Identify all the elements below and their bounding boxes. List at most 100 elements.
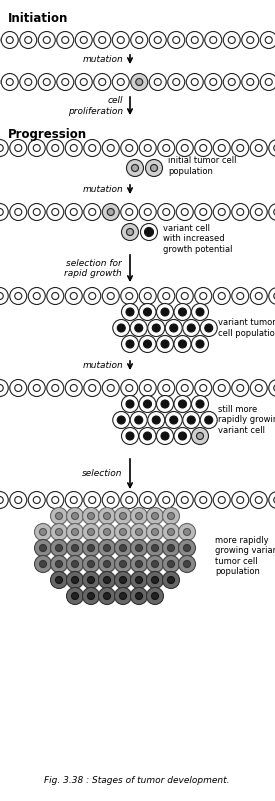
Circle shape	[107, 292, 114, 300]
Circle shape	[0, 203, 8, 220]
Circle shape	[163, 384, 170, 392]
Circle shape	[43, 37, 50, 43]
Circle shape	[191, 78, 198, 86]
Circle shape	[126, 208, 133, 215]
Circle shape	[52, 497, 59, 504]
Circle shape	[87, 545, 95, 552]
Circle shape	[218, 144, 225, 151]
Circle shape	[57, 31, 74, 49]
Circle shape	[255, 292, 262, 300]
Circle shape	[82, 540, 100, 557]
Circle shape	[163, 540, 180, 557]
Circle shape	[242, 31, 259, 49]
Circle shape	[0, 139, 8, 156]
Circle shape	[47, 139, 64, 156]
Circle shape	[117, 324, 125, 332]
Circle shape	[40, 529, 46, 536]
Circle shape	[131, 164, 139, 171]
Circle shape	[183, 320, 200, 336]
Circle shape	[223, 31, 240, 49]
Circle shape	[84, 380, 101, 396]
Circle shape	[84, 288, 101, 304]
Circle shape	[274, 144, 275, 151]
Circle shape	[187, 324, 195, 332]
Circle shape	[103, 545, 111, 552]
Circle shape	[136, 577, 142, 583]
Circle shape	[165, 320, 182, 336]
Circle shape	[121, 203, 138, 220]
Circle shape	[147, 540, 164, 557]
Circle shape	[163, 556, 180, 573]
Circle shape	[51, 524, 67, 541]
Circle shape	[103, 529, 111, 536]
Circle shape	[84, 139, 101, 156]
Circle shape	[6, 37, 13, 43]
Circle shape	[152, 513, 158, 520]
Circle shape	[52, 384, 59, 392]
Circle shape	[232, 380, 249, 396]
Circle shape	[84, 492, 101, 509]
Circle shape	[72, 545, 78, 552]
Circle shape	[33, 144, 40, 151]
Text: Progression: Progression	[8, 128, 87, 141]
Circle shape	[161, 400, 169, 408]
Circle shape	[131, 540, 147, 557]
Circle shape	[10, 288, 27, 304]
Circle shape	[136, 37, 143, 43]
Circle shape	[51, 571, 67, 589]
Circle shape	[121, 139, 138, 156]
Circle shape	[136, 78, 143, 86]
Circle shape	[213, 288, 230, 304]
Circle shape	[269, 288, 275, 304]
Circle shape	[122, 304, 139, 320]
Circle shape	[28, 380, 45, 396]
Circle shape	[147, 508, 164, 525]
Circle shape	[62, 78, 69, 86]
Circle shape	[102, 203, 119, 220]
Circle shape	[28, 492, 45, 509]
Circle shape	[120, 529, 126, 536]
Circle shape	[181, 208, 188, 215]
Circle shape	[152, 593, 158, 599]
Circle shape	[89, 144, 96, 151]
Circle shape	[121, 380, 138, 396]
Circle shape	[147, 587, 164, 605]
Circle shape	[72, 561, 78, 567]
Circle shape	[144, 308, 152, 316]
Circle shape	[28, 203, 45, 220]
Circle shape	[1, 74, 18, 91]
Circle shape	[67, 524, 84, 541]
Circle shape	[186, 74, 203, 91]
Circle shape	[38, 74, 55, 91]
Circle shape	[10, 380, 27, 396]
Circle shape	[269, 380, 275, 396]
Circle shape	[163, 208, 170, 215]
Circle shape	[163, 292, 170, 300]
Circle shape	[200, 320, 217, 336]
Circle shape	[205, 74, 222, 91]
Text: cell
proliferation: cell proliferation	[68, 96, 123, 115]
Circle shape	[38, 31, 55, 49]
Circle shape	[165, 412, 182, 429]
Circle shape	[25, 37, 32, 43]
Circle shape	[147, 524, 164, 541]
Circle shape	[232, 492, 249, 509]
Circle shape	[34, 556, 51, 573]
Circle shape	[144, 292, 151, 300]
Circle shape	[67, 571, 84, 589]
Circle shape	[139, 304, 156, 320]
Circle shape	[237, 208, 244, 215]
Circle shape	[218, 208, 225, 215]
Circle shape	[255, 208, 262, 215]
Circle shape	[117, 78, 124, 86]
Circle shape	[250, 203, 267, 220]
Circle shape	[195, 288, 212, 304]
Circle shape	[232, 288, 249, 304]
Circle shape	[200, 412, 217, 429]
Circle shape	[117, 37, 124, 43]
Circle shape	[33, 497, 40, 504]
Circle shape	[210, 78, 217, 86]
Circle shape	[156, 336, 174, 352]
Circle shape	[114, 508, 131, 525]
Circle shape	[65, 380, 82, 396]
